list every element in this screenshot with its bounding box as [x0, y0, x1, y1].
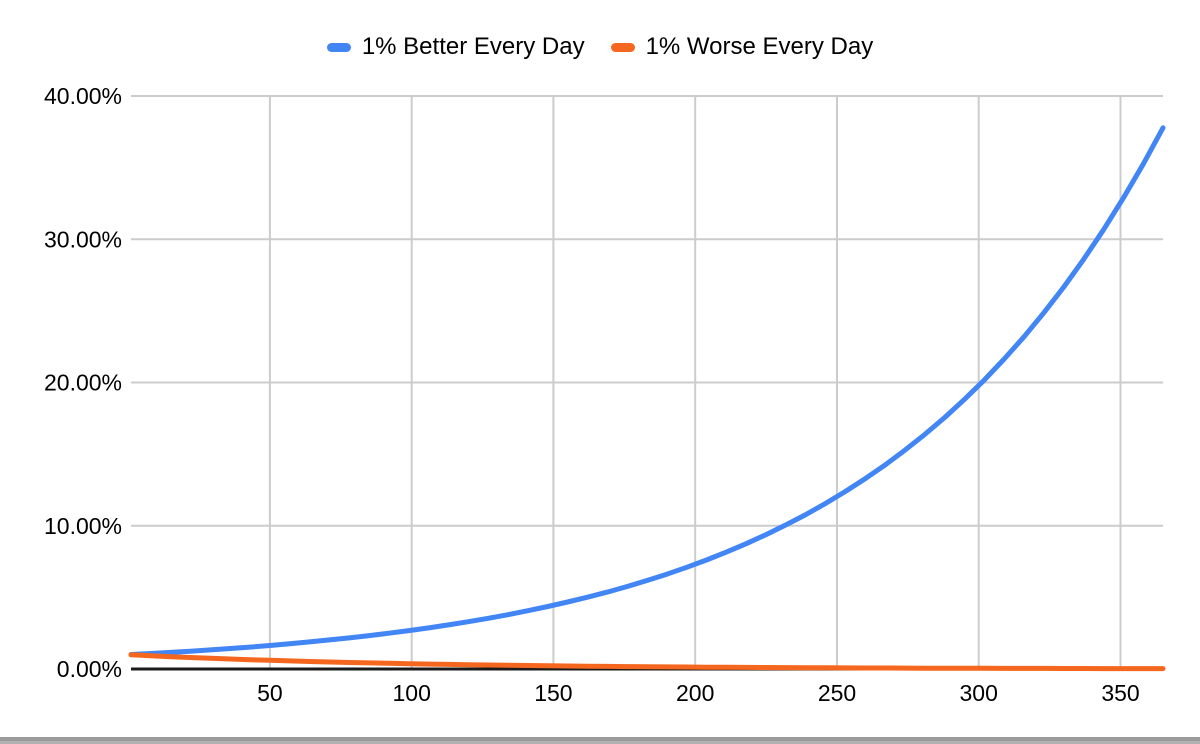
x-tick-label: 50: [257, 680, 283, 706]
legend-swatch-worse-icon: [610, 42, 635, 52]
y-tick-label: 40.00%: [44, 83, 122, 109]
window-bottom-edge: [0, 737, 1200, 744]
x-tick-label: 300: [960, 680, 998, 706]
x-tick-label: 350: [1101, 680, 1139, 706]
chart-legend: 1% Better Every Day 1% Worse Every Day: [0, 33, 1200, 61]
x-tick-label: 150: [534, 680, 572, 706]
x-tick-label: 250: [818, 680, 856, 706]
x-tick-label: 200: [676, 680, 714, 706]
y-tick-label: 10.00%: [44, 513, 122, 539]
y-tick-label: 20.00%: [44, 370, 122, 396]
legend-label-worse: 1% Worse Every Day: [645, 33, 874, 60]
y-tick-label: 0.00%: [57, 656, 122, 682]
legend-swatch-better-icon: [326, 42, 351, 52]
x-tick-label: 100: [393, 680, 431, 706]
y-tick-label: 30.00%: [44, 226, 122, 252]
legend-item-better: 1% Better Every Day: [326, 33, 585, 61]
series-line-better: [128, 125, 1166, 657]
series-line-worse: [128, 652, 1166, 672]
legend-label-better: 1% Better Every Day: [361, 33, 585, 60]
legend-item-worse: 1% Worse Every Day: [610, 33, 874, 61]
